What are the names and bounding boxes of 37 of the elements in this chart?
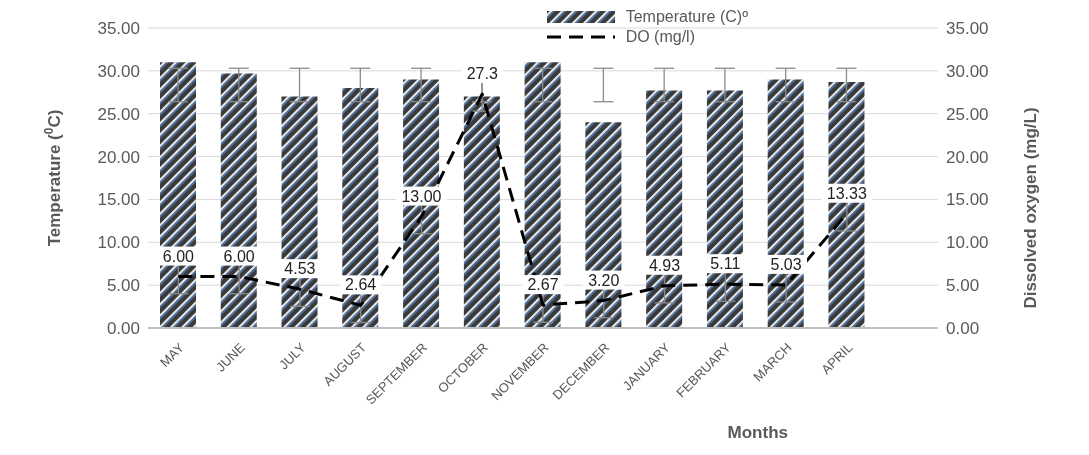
data-label: 13.33 <box>826 184 867 202</box>
data-label: 6.00 <box>223 247 255 265</box>
data-label: 4.93 <box>648 256 681 274</box>
data-label: 13.00 <box>401 187 442 205</box>
y2-tick-label: 20.00 <box>946 147 989 167</box>
legend-label: DO (mg/l) <box>625 28 695 46</box>
data-label: 2.67 <box>527 276 559 294</box>
bar <box>160 62 196 328</box>
data-label: 4.53 <box>284 260 316 278</box>
data-label: 3.20 <box>588 271 620 289</box>
bar <box>463 96 500 328</box>
y-tick-label: 5.00 <box>106 276 140 296</box>
data-label: 6.00 <box>162 247 195 265</box>
y-tick-label: 30.00 <box>97 61 140 81</box>
y-tick-label: 20.00 <box>97 147 140 167</box>
bar <box>220 73 257 328</box>
y2-tick-label: 30.00 <box>946 61 989 81</box>
y-tick-label: 25.00 <box>97 104 140 124</box>
y-tick-label: 10.00 <box>97 233 140 253</box>
legend-label: Temperature (C)º <box>625 8 748 26</box>
y2-tick-label: 15.00 <box>946 190 989 210</box>
data-label: 2.64 <box>345 276 377 294</box>
data-label: 27.3 <box>466 65 498 82</box>
bar <box>646 90 683 328</box>
y2-tick-label: 35.00 <box>946 19 989 39</box>
data-label: 5.11 <box>710 255 741 273</box>
y2-tick-label: 10.00 <box>946 233 989 253</box>
y-tick-label: 35.00 <box>97 19 140 39</box>
bar <box>281 96 318 328</box>
y-tick-label: 15.00 <box>97 190 140 210</box>
y2-tick-label: 5.00 <box>946 276 980 296</box>
y2-axis-title: Dissolved oxygen (mg/L) <box>1021 107 1040 309</box>
data-label: 5.03 <box>770 255 802 273</box>
y-tick-label: 0.00 <box>106 319 140 339</box>
x-axis-title: Months <box>727 423 788 442</box>
y2-tick-label: 25.00 <box>946 104 989 124</box>
y2-tick-label: 0.00 <box>946 319 980 339</box>
